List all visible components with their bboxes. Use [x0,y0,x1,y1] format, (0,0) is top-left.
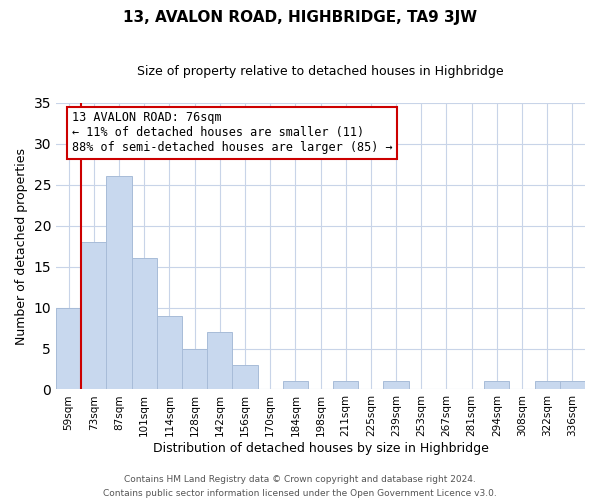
Bar [232,365,257,390]
Bar [560,382,585,390]
Bar [333,382,358,390]
Bar [182,348,207,390]
Text: 13 AVALON ROAD: 76sqm
← 11% of detached houses are smaller (11)
88% of semi-deta: 13 AVALON ROAD: 76sqm ← 11% of detached … [72,112,392,154]
Bar [157,316,182,390]
Y-axis label: Number of detached properties: Number of detached properties [15,148,28,344]
Bar [81,242,106,390]
Bar [131,258,157,390]
Bar [535,382,560,390]
Bar [383,382,409,390]
X-axis label: Distribution of detached houses by size in Highbridge: Distribution of detached houses by size … [152,442,488,455]
Bar [283,382,308,390]
Title: Size of property relative to detached houses in Highbridge: Size of property relative to detached ho… [137,65,504,78]
Text: 13, AVALON ROAD, HIGHBRIDGE, TA9 3JW: 13, AVALON ROAD, HIGHBRIDGE, TA9 3JW [123,10,477,25]
Text: Contains HM Land Registry data © Crown copyright and database right 2024.
Contai: Contains HM Land Registry data © Crown c… [103,476,497,498]
Bar [207,332,232,390]
Bar [484,382,509,390]
Bar [106,176,131,390]
Bar [56,308,81,390]
